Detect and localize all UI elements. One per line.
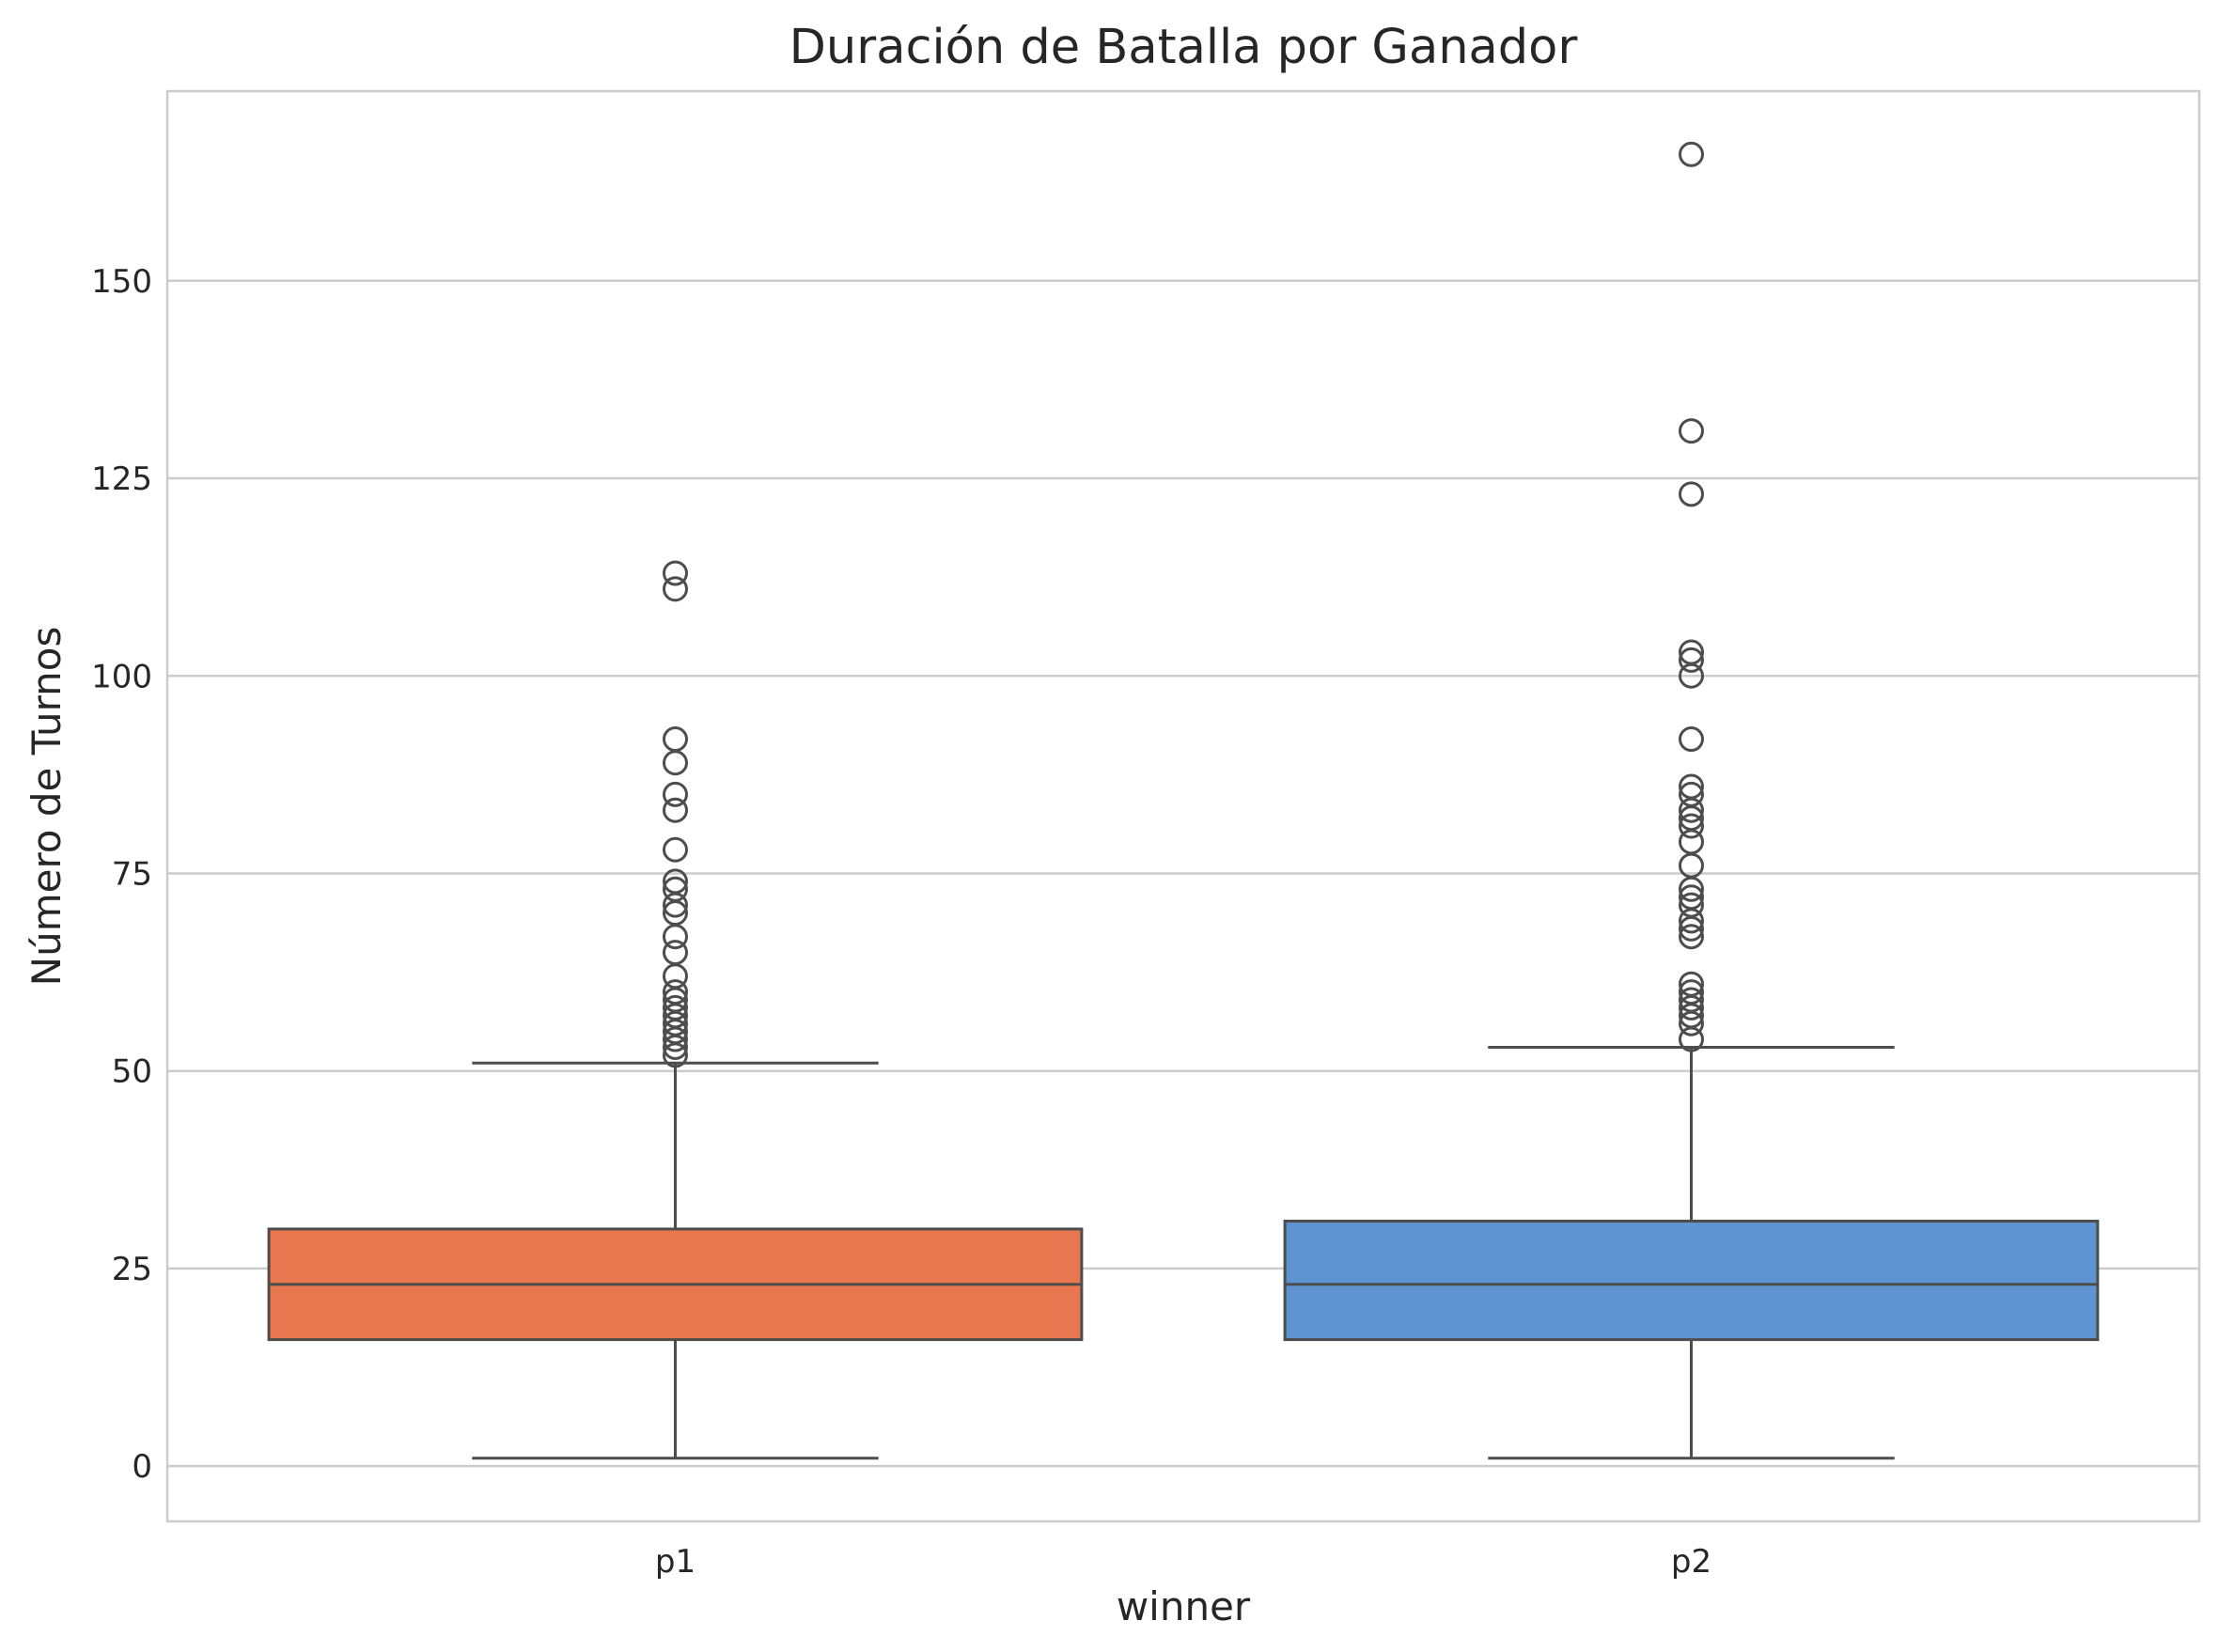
outlier-point xyxy=(1679,639,1704,665)
y-tick-label: 125 xyxy=(91,460,152,498)
outlier-point xyxy=(663,994,688,1021)
outlier-point xyxy=(663,940,688,966)
outlier-point xyxy=(1679,141,1704,167)
outlier-point xyxy=(663,576,688,602)
outlier-point xyxy=(1679,979,1704,1005)
outlier-point xyxy=(1679,773,1704,800)
y-tick-label: 0 xyxy=(132,1448,152,1486)
box-p2 xyxy=(1283,141,2100,1460)
outlier-point xyxy=(663,836,688,863)
iqr-box xyxy=(1283,1219,2100,1342)
y-tick-labels: 0 25 50 75 100 125 150 xyxy=(91,263,152,1486)
outlier-point xyxy=(663,560,688,586)
y-tick-label: 25 xyxy=(112,1251,152,1288)
outlier-point xyxy=(663,868,688,895)
outlier-point xyxy=(1679,813,1704,839)
outlier-point xyxy=(1679,924,1704,950)
outlier-point xyxy=(663,781,688,807)
y-tick-label: 150 xyxy=(91,263,152,301)
y-axis-label: Número de Turnos xyxy=(23,627,70,987)
outlier-point xyxy=(1679,781,1704,807)
y-tick-label: 50 xyxy=(112,1053,152,1091)
plot-frame xyxy=(165,89,2201,1523)
outlier-point xyxy=(1679,726,1704,753)
x-axis-label: winner xyxy=(1117,1583,1251,1629)
outlier-point xyxy=(1679,647,1704,673)
y-tick-label: 100 xyxy=(91,658,152,695)
box-p1 xyxy=(267,560,1084,1460)
outlier-point xyxy=(1679,971,1704,997)
x-tick-label: p1 xyxy=(655,1543,695,1581)
outlier-point xyxy=(1679,481,1704,507)
x-tick-label: p2 xyxy=(1671,1543,1711,1581)
boxes-group xyxy=(267,141,2100,1460)
outlier-point xyxy=(1679,418,1704,444)
x-tick-labels: p1 p2 xyxy=(655,1543,1711,1581)
outlier-point xyxy=(1679,884,1704,911)
y-tick-label: 75 xyxy=(112,855,152,893)
outlier-point xyxy=(663,876,688,902)
outlier-point xyxy=(1679,892,1704,918)
outlier-point xyxy=(663,797,688,823)
outlier-point xyxy=(1679,987,1704,1013)
outlier-point xyxy=(663,726,688,753)
chart-title: Duración de Batalla por Ganador xyxy=(789,20,1578,75)
outlier-point xyxy=(663,979,688,1005)
